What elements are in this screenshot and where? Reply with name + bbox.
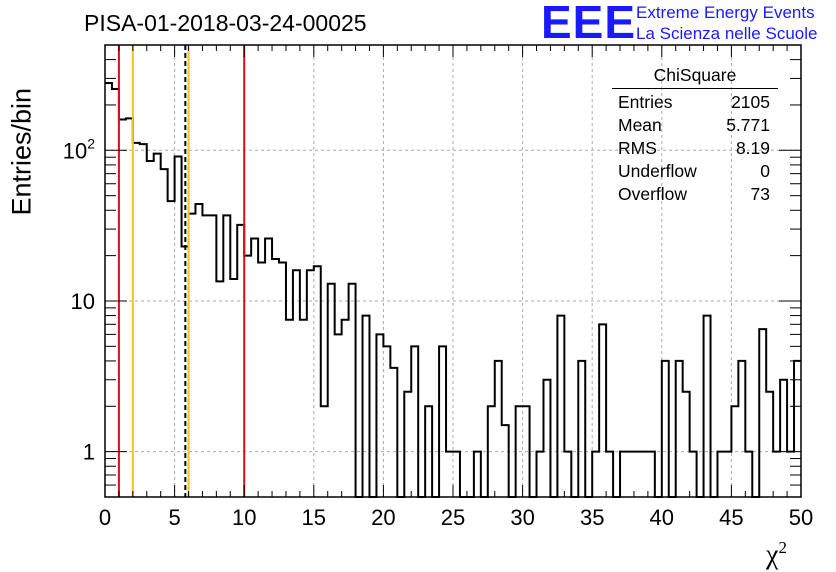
x-tick-label: 15 — [302, 505, 326, 530]
x-tick-label: 0 — [99, 505, 111, 530]
x-tick-label: 25 — [441, 505, 465, 530]
stats-box: ChiSquare Entries 2105 Mean 5.771 RMS 8.19 … — [610, 65, 778, 206]
stats-value: 2105 — [731, 92, 770, 112]
x-tick-label: 30 — [510, 505, 534, 530]
eee-logo: EEE — [541, 0, 637, 48]
stats-row-overflow: Overflow 73 — [610, 183, 778, 206]
x-tick-label: 5 — [168, 505, 180, 530]
logo-line-1: Extreme Energy Events — [636, 3, 815, 22]
marker-lines — [117, 45, 246, 497]
x-axis-label: χ2 — [766, 538, 787, 571]
axis-ticks — [104, 44, 802, 498]
logo-line-2: La Scienza nelle Scuole — [636, 24, 818, 43]
stats-row-entries: Entries 2105 — [610, 91, 778, 114]
stats-value: 0 — [760, 161, 770, 181]
x-tick-label: 10 — [232, 505, 256, 530]
y-tick-label: 1 — [83, 440, 95, 465]
stats-value: 8.19 — [735, 138, 770, 158]
y-axis-label: Entries/bin — [6, 87, 37, 216]
x-tick-label: 35 — [580, 505, 604, 530]
y-tick-label: 102 — [63, 135, 95, 163]
tick-labels: 0 5 10 15 20 25 30 35 40 45 50 1 10 102 — [63, 135, 814, 530]
x-axis-label-symbol: χ — [766, 539, 779, 571]
x-tick-label: 40 — [650, 505, 674, 530]
x-axis-label-exponent: 2 — [778, 538, 787, 557]
stats-label: Entries — [618, 92, 673, 112]
x-tick-label: 50 — [789, 505, 813, 530]
stats-label: Overflow — [618, 184, 688, 204]
stats-title: ChiSquare — [612, 65, 778, 89]
stats-label: Mean — [618, 115, 662, 135]
x-tick-label: 45 — [719, 505, 743, 530]
stats-row-rms: RMS 8.19 — [610, 137, 778, 160]
y-tick-label: 10 — [71, 289, 95, 314]
stats-value: 73 — [750, 184, 770, 204]
plot-title: PISA-01-2018-03-24-00025 — [84, 10, 367, 36]
stats-label: Underflow — [618, 161, 697, 181]
histogram-bars — [105, 81, 801, 498]
x-tick-label: 20 — [371, 505, 395, 530]
stats-value: 5.771 — [726, 115, 770, 135]
stats-label: RMS — [618, 138, 657, 158]
stats-row-mean: Mean 5.771 — [610, 114, 778, 137]
stats-row-underflow: Underflow 0 — [610, 160, 778, 183]
